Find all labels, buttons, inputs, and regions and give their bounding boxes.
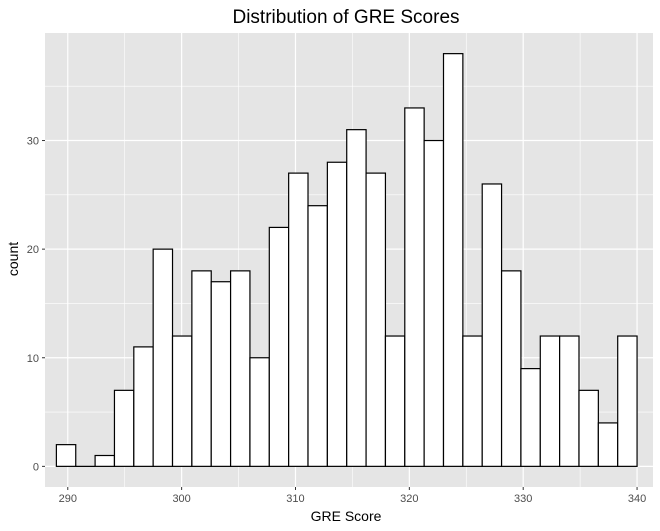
y-axis-title: count <box>5 242 21 276</box>
histogram-bar <box>249 357 270 467</box>
histogram-bar <box>462 335 483 467</box>
histogram-bar <box>94 454 116 467</box>
histogram-bar <box>404 107 425 467</box>
histogram-bar <box>423 139 445 467</box>
histogram-bar <box>520 368 541 467</box>
histogram-bar <box>578 389 599 467</box>
histogram-bar <box>597 422 619 467</box>
x-tick-label: 300 <box>172 493 190 505</box>
histogram-bars <box>55 53 638 467</box>
histogram-bar <box>210 281 232 467</box>
axis-ticks <box>42 140 638 490</box>
x-axis-title: GRE Score <box>311 508 382 524</box>
y-tick-label: 30 <box>27 136 39 148</box>
histogram-bar <box>229 270 251 467</box>
y-tick-label: 10 <box>27 353 39 365</box>
x-axis-tick-labels: 290 300 310 320 330 340 <box>59 493 647 505</box>
histogram-bar <box>113 389 135 467</box>
histogram-bar <box>481 183 503 467</box>
histogram-bar <box>171 335 193 467</box>
histogram-bar <box>152 248 174 467</box>
histogram-bar <box>326 161 348 467</box>
histogram-bar <box>559 335 580 467</box>
x-tick-label: 290 <box>59 493 77 505</box>
y-tick-label: 20 <box>27 244 39 256</box>
x-tick-label: 320 <box>400 493 418 505</box>
histogram-bar <box>442 53 464 467</box>
histogram-bar <box>617 335 638 467</box>
chart-title: Distribution of GRE Scores <box>232 7 459 28</box>
histogram-bar <box>191 270 212 467</box>
histogram-bar <box>307 205 328 467</box>
histogram-bar <box>346 129 367 467</box>
histogram-bar <box>539 335 561 467</box>
histogram-bar <box>500 270 522 467</box>
x-tick-label: 310 <box>286 493 304 505</box>
histogram-bar <box>55 444 77 467</box>
histogram-bar <box>268 226 290 467</box>
histogram-bar <box>384 335 406 467</box>
histogram-bar <box>365 172 387 467</box>
x-tick-label: 340 <box>628 493 646 505</box>
y-tick-label: 0 <box>33 461 39 473</box>
x-tick-label: 330 <box>514 493 532 505</box>
histogram-bar <box>288 172 309 467</box>
histogram-bar <box>133 346 154 467</box>
y-axis-tick-labels: 0 10 20 30 <box>27 136 39 474</box>
